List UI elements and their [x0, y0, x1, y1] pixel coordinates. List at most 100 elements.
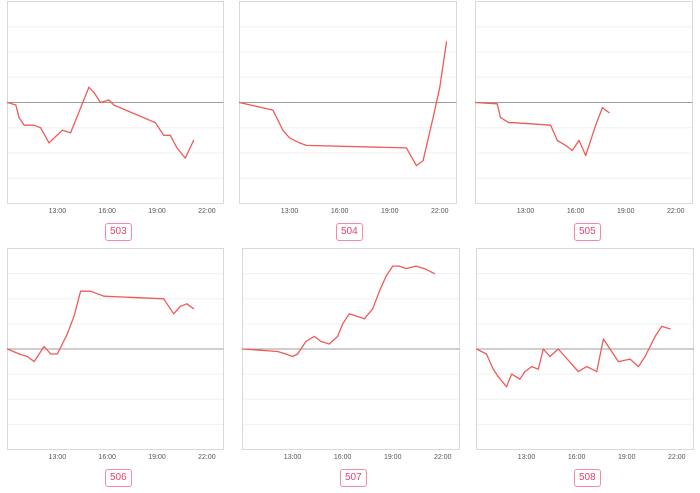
- data-point: [405, 147, 408, 149]
- data-point: [644, 355, 646, 358]
- chart-id-badge[interactable]: 506: [105, 469, 132, 487]
- data-point: [565, 144, 567, 147]
- data-point: [238, 101, 241, 104]
- data-point: [276, 350, 279, 353]
- data-point: [18, 117, 20, 119]
- x-tick-label: 13:00: [518, 454, 536, 461]
- data-point: [176, 147, 178, 149]
- data-point: [40, 127, 42, 129]
- data-point: [586, 365, 588, 368]
- chart-panel-505: 13:00 16:00 19:00 22:00: [474, 1, 694, 227]
- data-point: [596, 371, 598, 373]
- chart-id-badge[interactable]: 507: [340, 469, 367, 487]
- data-point: [595, 124, 597, 126]
- series-line: [242, 265, 435, 358]
- x-tick-label: 22:00: [198, 454, 216, 461]
- chart-panel-507: 13:00 16:00 19:00 22:00: [241, 248, 461, 473]
- data-point: [363, 318, 365, 320]
- chart-id-badge[interactable]: 508: [574, 469, 601, 487]
- data-point: [298, 142, 301, 144]
- x-tick-label: 16:00: [334, 454, 352, 461]
- series-line: [7, 290, 194, 363]
- x-tick-label: 19:00: [618, 454, 636, 461]
- data-point: [423, 268, 426, 270]
- line-chart: 13:00 16:00 19:00 22:00: [241, 248, 460, 461]
- data-point: [56, 353, 58, 355]
- data-point: [508, 122, 510, 124]
- x-tick-label: 19:00: [384, 454, 402, 461]
- x-tick-label: 19:00: [148, 454, 166, 461]
- data-point: [385, 275, 387, 277]
- data-point: [285, 353, 287, 355]
- x-tick-label: 22:00: [434, 454, 452, 461]
- data-point: [549, 355, 551, 358]
- data-point: [99, 101, 102, 104]
- data-point: [241, 348, 244, 350]
- chart-id-badge[interactable]: 504: [336, 223, 363, 241]
- series-line: [476, 325, 671, 388]
- data-point: [496, 103, 498, 105]
- data-point: [578, 139, 580, 141]
- data-point: [557, 348, 559, 350]
- data-point: [186, 303, 188, 305]
- data-point: [305, 144, 307, 147]
- data-point: [108, 99, 110, 101]
- data-point: [33, 360, 35, 363]
- data-point: [524, 371, 526, 373]
- chart-id-badge[interactable]: 505: [574, 223, 601, 241]
- x-tick-label: 13:00: [284, 454, 302, 461]
- data-point: [328, 343, 330, 345]
- data-point: [70, 132, 72, 134]
- data-point: [154, 122, 156, 124]
- data-point: [542, 348, 544, 350]
- data-point: [163, 298, 165, 300]
- data-point: [513, 122, 515, 124]
- data-point: [66, 333, 68, 335]
- data-point: [629, 358, 631, 360]
- data-point: [80, 290, 82, 292]
- x-tick-label: 13:00: [281, 208, 299, 215]
- data-point: [372, 308, 374, 310]
- data-point: [661, 325, 663, 327]
- data-point: [415, 265, 417, 267]
- data-point: [88, 86, 90, 88]
- data-point: [342, 323, 344, 325]
- chart-panel-504: 13:00 16:00 19:00 22:00: [238, 1, 458, 227]
- data-point: [445, 41, 448, 43]
- data-point: [48, 142, 50, 144]
- chart-id-badge[interactable]: 503: [105, 223, 132, 241]
- x-tick-label: 16:00: [567, 208, 585, 215]
- data-point: [577, 371, 579, 373]
- data-point: [50, 353, 52, 355]
- data-point: [398, 265, 401, 267]
- data-point: [519, 378, 521, 380]
- data-point: [608, 112, 610, 114]
- x-tick-label: 22:00: [198, 208, 216, 215]
- data-point: [392, 265, 394, 267]
- data-point: [272, 109, 274, 111]
- data-point: [337, 335, 339, 338]
- data-point: [179, 305, 181, 307]
- data-point: [475, 348, 478, 350]
- x-tick-label: 16:00: [98, 454, 116, 461]
- data-point: [61, 129, 63, 131]
- data-point: [43, 345, 45, 348]
- data-point: [550, 124, 552, 126]
- x-tick-label: 19:00: [148, 208, 166, 215]
- x-tick-label: 13:00: [517, 208, 535, 215]
- data-point: [173, 313, 175, 315]
- data-point: [23, 124, 25, 126]
- x-tick-label: 16:00: [331, 208, 349, 215]
- line-chart: 13:00 16:00 19:00 22:00: [474, 1, 693, 215]
- data-point: [305, 340, 307, 343]
- data-point: [163, 134, 165, 136]
- x-tick-label: 13:00: [49, 454, 67, 461]
- data-point: [15, 104, 17, 106]
- data-point: [184, 157, 186, 159]
- data-point: [637, 365, 640, 368]
- data-point: [585, 154, 587, 157]
- data-point: [18, 353, 20, 355]
- data-point: [6, 101, 9, 104]
- data-point: [103, 295, 105, 297]
- series-line: [475, 101, 610, 157]
